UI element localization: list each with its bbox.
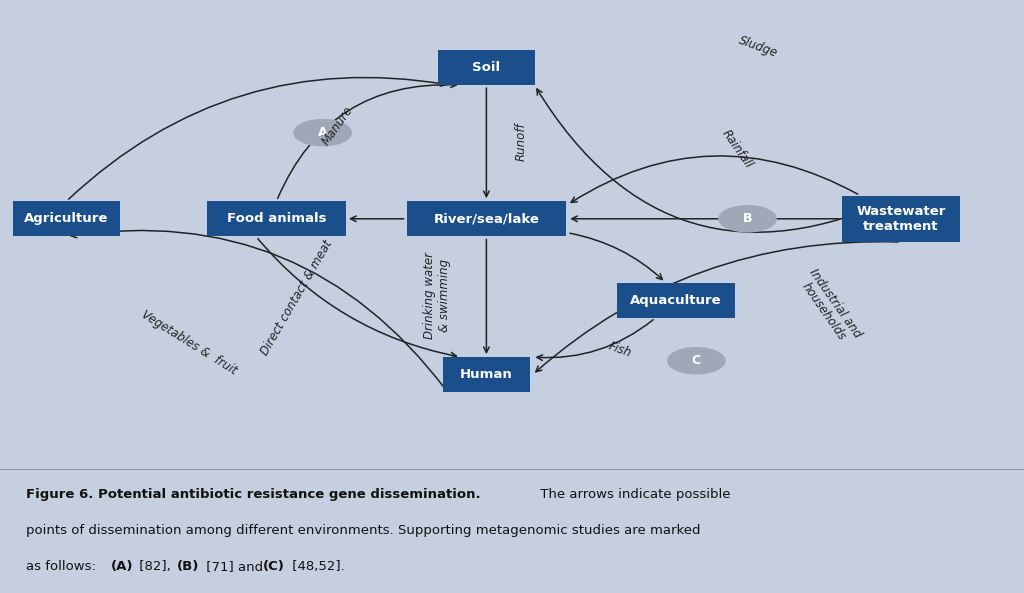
FancyBboxPatch shape xyxy=(207,202,346,236)
Text: Sludge: Sludge xyxy=(736,34,779,59)
Text: (C): (C) xyxy=(263,560,285,573)
Text: Vegetables &  fruit: Vegetables & fruit xyxy=(139,308,240,377)
Text: The arrows indicate possible: The arrows indicate possible xyxy=(536,489,730,502)
Text: B: B xyxy=(742,212,753,225)
Text: [71] and: [71] and xyxy=(202,560,267,573)
Text: as follows:: as follows: xyxy=(26,560,99,573)
Text: Wastewater
treatment: Wastewater treatment xyxy=(856,205,946,233)
FancyBboxPatch shape xyxy=(616,283,735,318)
Text: Soil: Soil xyxy=(472,61,501,74)
Text: Direct contact & meat: Direct contact & meat xyxy=(259,238,335,358)
Text: Figure 6. Potential antibiotic resistance gene dissemination.: Figure 6. Potential antibiotic resistanc… xyxy=(26,489,480,502)
Text: Rainfall: Rainfall xyxy=(719,127,756,171)
Text: (A): (A) xyxy=(111,560,133,573)
Circle shape xyxy=(294,120,351,146)
Text: Runoff: Runoff xyxy=(515,123,528,161)
Text: [48,52].: [48,52]. xyxy=(288,560,344,573)
Text: Human: Human xyxy=(460,368,513,381)
FancyBboxPatch shape xyxy=(407,202,565,236)
FancyBboxPatch shape xyxy=(842,196,961,242)
Text: Industrial and
households: Industrial and households xyxy=(795,266,864,349)
Text: Food animals: Food animals xyxy=(226,212,327,225)
Text: Agriculture: Agriculture xyxy=(25,212,109,225)
Text: Manure: Manure xyxy=(319,104,356,148)
Text: A: A xyxy=(317,126,328,139)
Text: C: C xyxy=(692,354,700,367)
Text: [82],: [82], xyxy=(135,560,175,573)
Text: Drinking water
& swimming: Drinking water & swimming xyxy=(423,252,451,339)
Text: Fish: Fish xyxy=(606,340,633,360)
Circle shape xyxy=(719,206,776,232)
FancyBboxPatch shape xyxy=(13,202,121,236)
Circle shape xyxy=(668,347,725,374)
FancyBboxPatch shape xyxy=(438,50,535,85)
Text: Aquaculture: Aquaculture xyxy=(630,294,722,307)
FancyBboxPatch shape xyxy=(442,357,530,392)
Text: points of dissemination among different environments. Supporting metagenomic stu: points of dissemination among different … xyxy=(26,524,700,537)
Text: (B): (B) xyxy=(177,560,200,573)
Text: River/sea/lake: River/sea/lake xyxy=(433,212,540,225)
